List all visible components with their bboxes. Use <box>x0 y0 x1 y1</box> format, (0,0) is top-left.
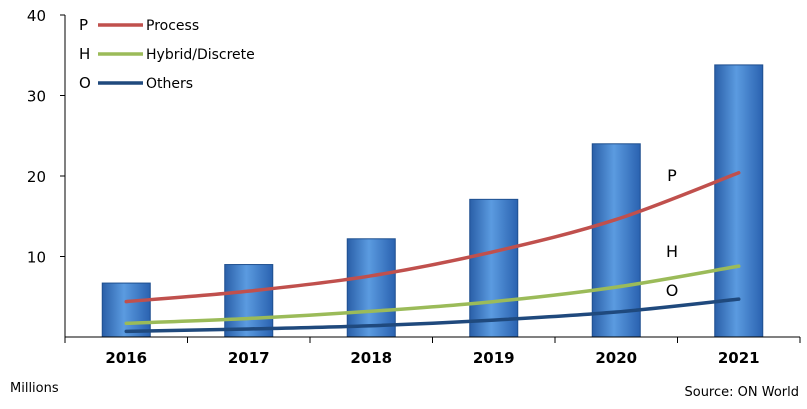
source-note: Source: ON World <box>684 385 799 400</box>
legend-label: Others <box>146 76 193 92</box>
bar-2019 <box>469 198 519 338</box>
line-p <box>124 171 741 304</box>
bar-2018 <box>346 238 396 338</box>
x-tick-label: 2016 <box>105 349 147 367</box>
legend-letter: P <box>79 16 88 34</box>
legend-label: Process <box>146 18 199 34</box>
y-tick-label: 20 <box>27 168 46 186</box>
y-tick-label: 30 <box>27 88 46 106</box>
units-note: Millions <box>10 381 59 396</box>
x-tick-label: 2019 <box>473 349 515 367</box>
series-end-label: P <box>667 166 677 185</box>
chart-svg: 10 20 30 40 2016 2017 2018 2019 2020 2021 P Proces… <box>27 7 801 367</box>
series-end-label: O <box>666 281 679 300</box>
x-tick-label: 2017 <box>228 349 270 367</box>
legend-label: Hybrid/Discrete <box>146 47 255 63</box>
x-tick-label: 2021 <box>718 349 760 367</box>
y-tick-label: 10 <box>27 249 46 267</box>
y-tick-label: 40 <box>27 7 46 25</box>
x-tick-label: 2018 <box>350 349 392 367</box>
bar-2017 <box>224 264 274 338</box>
line-o <box>124 297 741 334</box>
legend-letter: H <box>79 45 90 63</box>
bar-2020 <box>591 143 641 338</box>
x-tick-label: 2020 <box>595 349 637 367</box>
legend-letter: O <box>79 74 91 92</box>
line-h <box>124 264 741 326</box>
series-end-label: H <box>666 242 678 261</box>
bar-2021 <box>714 64 764 338</box>
bar-2016 <box>101 282 151 338</box>
